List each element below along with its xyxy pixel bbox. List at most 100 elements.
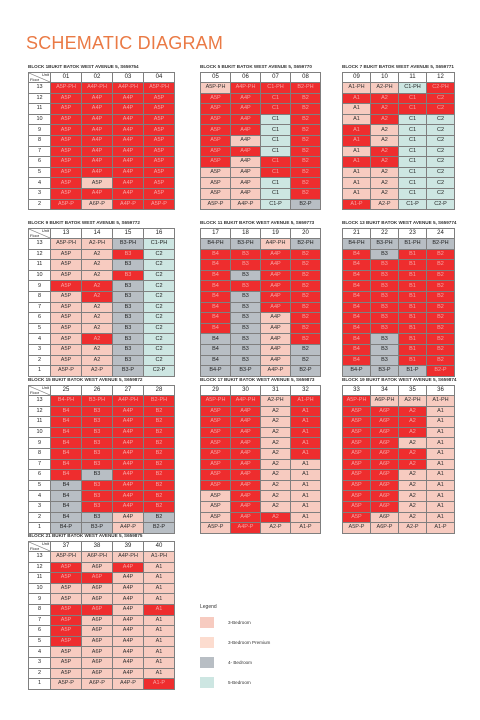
unit-type-cell: B4 — [50, 416, 82, 428]
unit-type-cell: A5P — [50, 561, 82, 574]
unit-type-cell: A4P — [112, 145, 144, 158]
unit-type-cell: A5P — [50, 166, 82, 179]
unit-type-cell: C1-PH — [398, 82, 427, 94]
unit-type-cell: B4-PH — [342, 238, 371, 250]
block-19-grid: BLOCK 19 BUKIT BATOK WEST AVENUE 5, S659… — [342, 376, 456, 534]
floor-row: 5 A5P A4P A4P A5P — [28, 166, 175, 179]
unit-type-cell: A5P — [50, 280, 82, 292]
floor-row: A5P-PH A4P-PH C1-PH B2-PH — [200, 82, 321, 94]
unit-type-cell: B1 — [398, 301, 427, 314]
unit-type-cell: A4P — [112, 134, 144, 147]
unit-type-cell: A2 — [81, 290, 113, 303]
unit-type-cell: A4P — [230, 469, 261, 481]
unit-type-cell: C2 — [426, 156, 455, 168]
floor-row: B4 B3 B1 B2 — [342, 333, 455, 345]
unit-type-cell: B4 — [200, 322, 231, 335]
unit-type-cell: B3 — [370, 322, 399, 335]
unit-header-row: Floor Unit 37 38 39 40 — [28, 541, 175, 552]
floor-number: 9 — [28, 437, 51, 449]
unit-type-cell: B4-PH — [200, 238, 231, 250]
unit-type-cell: A2 — [398, 416, 427, 428]
unit-type-cell: A2-PH — [260, 395, 291, 407]
unit-type-cell: B3-PH — [370, 238, 399, 250]
floor-row: A5P A4P A2 A1 — [200, 458, 321, 471]
unit-type-cell: B3-P — [112, 365, 144, 377]
unit-table: 17 18 19 20 B4-PH B3-PH A4P-PH B2-PH B4 B3 A4P B2 B4… — [200, 228, 321, 377]
floor-row: A5P A4P C1 B2 — [200, 156, 321, 168]
unit-type-cell: B2 — [426, 312, 455, 324]
floor-number: 4 — [28, 177, 51, 189]
unit-type-cell: C1 — [398, 145, 427, 158]
unit-type-cell: A6P — [370, 458, 399, 471]
unit-type-cell: A2 — [81, 280, 113, 292]
unit-type-cell: B4 — [200, 343, 231, 356]
block-5-grid: BLOCK 5 BUKIT BATOK WEST AVENUE 5, S6597… — [200, 63, 321, 211]
unit-type-cell: A2 — [370, 103, 399, 115]
unit-type-cell: A4P-P — [260, 365, 291, 377]
floor-row: 10 A5P A4P A4P A5P — [28, 113, 175, 126]
unit-type-cell: B4-P — [200, 365, 231, 377]
unit-number: 37 — [50, 541, 82, 552]
unit-type-cell: A2 — [260, 500, 291, 513]
unit-type-cell: B3-PH — [230, 238, 261, 250]
floor-row: 13 A5P-PH A4P-PH A4P-PH A5P-PH — [28, 82, 175, 94]
unit-type-cell: A2 — [370, 124, 399, 136]
unit-type-cell: A5P — [50, 343, 82, 356]
floor-row: A1 A2 C1 C2 — [342, 134, 455, 147]
unit-type-cell: A1 — [290, 458, 321, 471]
corner-diagonal — [29, 386, 50, 395]
unit-type-cell: A4P — [112, 614, 144, 627]
unit-type-cell: A4P — [230, 124, 261, 136]
floor-row: 2 A5P-P A6P-P A4P-P A5P-P — [28, 198, 175, 211]
floor-heading: Floor — [30, 390, 40, 395]
unit-number: 39 — [112, 541, 144, 552]
unit-type-cell: A5P — [200, 458, 231, 471]
legend-swatch-4-bedroom — [200, 656, 214, 668]
unit-type-cell: A2 — [398, 426, 427, 439]
floor-row: A5P A4P C1 B2 — [200, 103, 321, 115]
floor-number: 13 — [28, 82, 51, 94]
unit-type-cell: A4P — [260, 354, 291, 367]
unit-type-cell: A4P — [260, 333, 291, 345]
floor-row: 5 A5P A6P A4P A1 — [28, 635, 175, 648]
block-15-grid: BLOCK 15 BUKIT BATOK WEST AVENUE 5, S659… — [28, 376, 175, 534]
unit-type-cell: B3 — [370, 290, 399, 303]
unit-number: 08 — [290, 72, 321, 83]
floor-row: A5P A4P C1 B2 — [200, 177, 321, 189]
unit-type-cell: A4P — [230, 500, 261, 513]
unit-type-cell: B3 — [230, 354, 261, 367]
unit-type-cell: B3-P — [370, 365, 399, 377]
unit-type-cell: C2 — [143, 269, 175, 282]
floor-number: 2 — [28, 198, 51, 211]
unit-type-cell: A1 — [342, 124, 371, 136]
unit-type-cell: A2-PH — [398, 395, 427, 407]
unit-type-cell: B2 — [290, 343, 321, 356]
unit-number: 36 — [426, 385, 455, 396]
floor-number: 13 — [28, 238, 51, 250]
floor-row: 9 A5P A2 B3 C2 — [28, 280, 175, 292]
unit-type-cell: A5P — [50, 145, 82, 158]
unit-type-cell: B3 — [370, 354, 399, 367]
unit-type-cell: B3 — [112, 333, 144, 345]
unit-type-cell: B3 — [230, 333, 261, 345]
unit-type-cell: A2-PH — [81, 238, 113, 250]
unit-type-cell: A1 — [426, 426, 455, 439]
unit-type-cell: B2 — [426, 290, 455, 303]
unit-type-cell: A2 — [260, 426, 291, 439]
unit-type-cell: A1 — [426, 500, 455, 513]
unit-type-cell: C1 — [398, 134, 427, 147]
unit-type-cell: A6P — [81, 561, 113, 574]
floor-number: 10 — [28, 582, 51, 595]
unit-number: 14 — [81, 228, 113, 239]
floor-number: 5 — [28, 166, 51, 179]
unit-type-cell: A4P — [112, 572, 144, 584]
unit-type-cell: A5P — [200, 479, 231, 492]
unit-type-cell: A5P — [50, 103, 82, 115]
unit-type-cell: A2 — [260, 479, 291, 492]
unit-type-cell: B2 — [290, 322, 321, 335]
unit-type-cell: A1 — [426, 458, 455, 471]
unit-type-cell: A4P-PH — [260, 238, 291, 250]
unit-heading: Unit — [41, 228, 49, 233]
unit-type-cell: A4P — [230, 134, 261, 147]
unit-type-cell: B2 — [143, 511, 175, 524]
